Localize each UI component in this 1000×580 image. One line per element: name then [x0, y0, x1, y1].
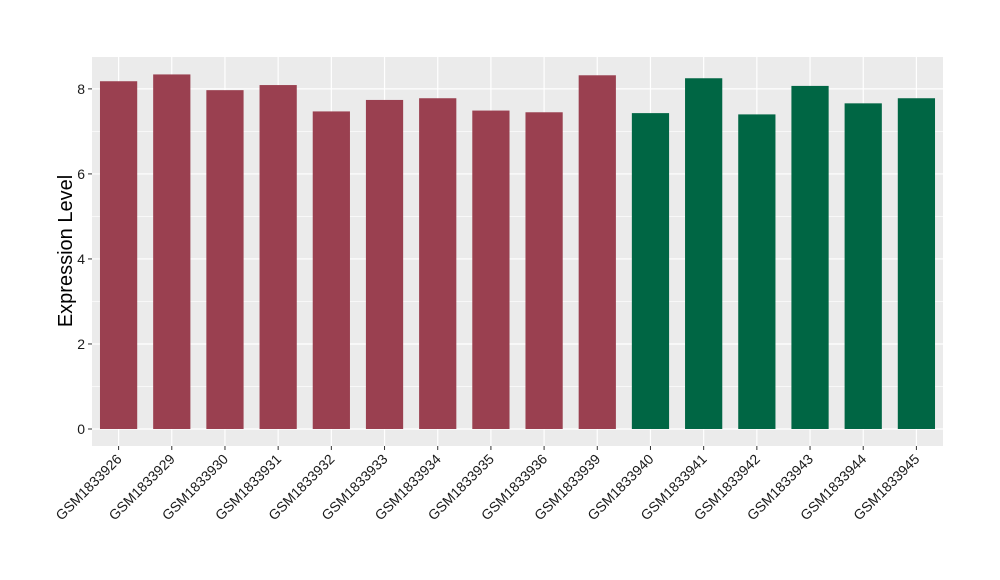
bar [365, 99, 404, 429]
bar [897, 98, 936, 429]
y-tick-label: 0 [77, 421, 85, 437]
bar [738, 114, 776, 429]
bar [312, 111, 350, 429]
bar [631, 113, 670, 429]
bar [206, 90, 244, 429]
y-tick-label: 4 [77, 251, 85, 267]
bar [525, 112, 563, 429]
y-axis: 0 2 4 6 8 [77, 81, 92, 437]
bar [419, 98, 457, 429]
bar [578, 75, 616, 429]
bar [844, 103, 882, 429]
y-tick-label: 6 [77, 166, 85, 182]
bar [685, 78, 723, 429]
bar [99, 81, 138, 429]
bar [791, 85, 829, 429]
x-axis: GSM1833926GSM1833929GSM1833930GSM1833931… [52, 446, 923, 523]
y-tick-label: 8 [77, 81, 85, 97]
bar [153, 74, 191, 429]
bars [99, 74, 936, 429]
y-axis-title: Expression Level [55, 175, 77, 327]
y-tick-label: 2 [77, 336, 85, 352]
bar [472, 110, 510, 429]
bar [259, 85, 297, 429]
